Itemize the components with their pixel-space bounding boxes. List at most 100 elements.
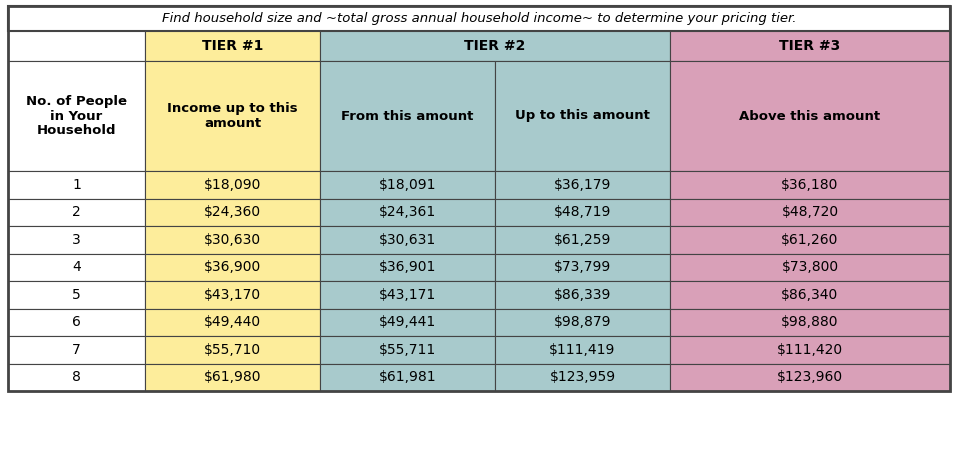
- Bar: [670, 308, 950, 336]
- Text: $86,339: $86,339: [554, 288, 611, 302]
- Bar: [145, 171, 320, 198]
- Bar: [8, 171, 145, 198]
- Text: $48,719: $48,719: [554, 205, 611, 219]
- Text: $61,981: $61,981: [378, 370, 436, 384]
- Bar: [320, 31, 670, 61]
- Bar: [320, 198, 495, 226]
- Text: $86,340: $86,340: [782, 288, 838, 302]
- Bar: [495, 308, 670, 336]
- Text: $48,720: $48,720: [782, 205, 838, 219]
- Bar: [320, 364, 495, 391]
- Bar: [670, 281, 950, 308]
- Bar: [8, 31, 145, 61]
- Text: 6: 6: [72, 315, 80, 329]
- Text: $36,900: $36,900: [204, 260, 262, 274]
- Text: TIER #2: TIER #2: [465, 39, 526, 53]
- Text: TIER #1: TIER #1: [202, 39, 263, 53]
- Bar: [495, 226, 670, 254]
- Bar: [320, 308, 495, 336]
- Bar: [8, 336, 145, 364]
- Text: $36,901: $36,901: [378, 260, 436, 274]
- Bar: [145, 31, 320, 61]
- Bar: [320, 254, 495, 281]
- Bar: [320, 281, 495, 308]
- Bar: [670, 31, 950, 61]
- Bar: [670, 254, 950, 281]
- Text: $49,441: $49,441: [378, 315, 436, 329]
- Bar: [495, 364, 670, 391]
- Bar: [145, 226, 320, 254]
- Bar: [495, 171, 670, 198]
- Text: Above this amount: Above this amount: [740, 110, 880, 123]
- Text: No. of People
in Your
Household: No. of People in Your Household: [26, 94, 127, 137]
- Text: 2: 2: [72, 205, 80, 219]
- Text: TIER #3: TIER #3: [780, 39, 840, 53]
- Bar: [8, 364, 145, 391]
- Text: From this amount: From this amount: [341, 110, 473, 123]
- Bar: [320, 226, 495, 254]
- Text: $73,800: $73,800: [782, 260, 838, 274]
- Text: $24,361: $24,361: [378, 205, 436, 219]
- Text: Up to this amount: Up to this amount: [515, 110, 650, 123]
- Bar: [8, 61, 145, 171]
- Bar: [495, 198, 670, 226]
- Bar: [145, 254, 320, 281]
- Bar: [670, 226, 950, 254]
- Text: $55,710: $55,710: [204, 343, 262, 357]
- Text: $30,631: $30,631: [378, 233, 436, 247]
- Bar: [145, 198, 320, 226]
- Text: 4: 4: [72, 260, 80, 274]
- Text: $123,959: $123,959: [550, 370, 616, 384]
- Text: $49,440: $49,440: [204, 315, 262, 329]
- Bar: [320, 171, 495, 198]
- Text: Income up to this
amount: Income up to this amount: [168, 102, 298, 130]
- Bar: [670, 61, 950, 171]
- Text: Find household size and ~total gross annual household income~ to determine your : Find household size and ~total gross ann…: [162, 12, 796, 25]
- Text: $61,259: $61,259: [554, 233, 611, 247]
- Bar: [145, 281, 320, 308]
- Text: $24,360: $24,360: [204, 205, 262, 219]
- Text: $36,179: $36,179: [554, 178, 611, 192]
- Bar: [145, 336, 320, 364]
- Bar: [670, 198, 950, 226]
- Bar: [8, 6, 950, 31]
- Bar: [8, 198, 145, 226]
- Bar: [145, 308, 320, 336]
- Text: $61,260: $61,260: [782, 233, 838, 247]
- Bar: [670, 364, 950, 391]
- Bar: [8, 281, 145, 308]
- Text: $73,799: $73,799: [554, 260, 611, 274]
- Text: $123,960: $123,960: [777, 370, 843, 384]
- Text: $111,420: $111,420: [777, 343, 843, 357]
- Bar: [495, 281, 670, 308]
- Text: 7: 7: [72, 343, 80, 357]
- Bar: [495, 336, 670, 364]
- Bar: [8, 254, 145, 281]
- Text: 3: 3: [72, 233, 80, 247]
- Bar: [670, 171, 950, 198]
- Text: $98,880: $98,880: [782, 315, 839, 329]
- Text: $43,171: $43,171: [378, 288, 436, 302]
- Text: $18,090: $18,090: [204, 178, 262, 192]
- Bar: [495, 254, 670, 281]
- Text: $61,980: $61,980: [204, 370, 262, 384]
- Text: $18,091: $18,091: [378, 178, 436, 192]
- Text: $43,170: $43,170: [204, 288, 262, 302]
- Text: 1: 1: [72, 178, 80, 192]
- Bar: [8, 308, 145, 336]
- Text: $55,711: $55,711: [378, 343, 436, 357]
- Bar: [8, 226, 145, 254]
- Text: 8: 8: [72, 370, 80, 384]
- Bar: [320, 61, 495, 171]
- Bar: [495, 61, 670, 171]
- Text: $30,630: $30,630: [204, 233, 262, 247]
- Text: $111,419: $111,419: [549, 343, 616, 357]
- Bar: [145, 61, 320, 171]
- Bar: [145, 364, 320, 391]
- Bar: [320, 336, 495, 364]
- Text: $98,879: $98,879: [554, 315, 611, 329]
- Bar: [670, 336, 950, 364]
- Text: $36,180: $36,180: [782, 178, 838, 192]
- Bar: [8, 6, 950, 391]
- Text: 5: 5: [72, 288, 80, 302]
